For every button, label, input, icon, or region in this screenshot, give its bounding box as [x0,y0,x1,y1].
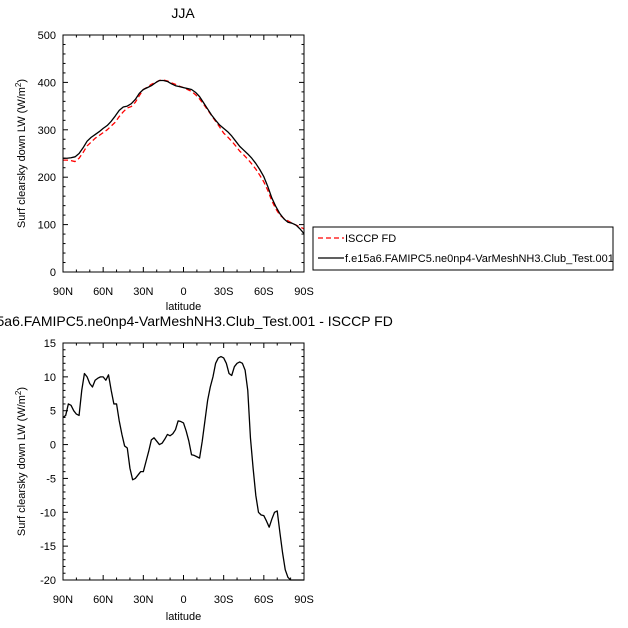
y-axis-label-text: Surf clearsky down LW (W/m [16,395,28,536]
y-tick-label: 200 [38,172,56,184]
y-axis-label: Surf clearsky down LW (W/m2) [14,387,28,536]
axis-ticks [62,342,305,581]
y-tick-label: 500 [38,30,56,42]
series-line-isccp [63,79,305,230]
y-axis-label-superscript: 2 [14,390,23,395]
x-axis-label: latitude [166,301,201,313]
y-tick-label: 10 [44,372,56,384]
y-tick-label: 15 [44,338,56,350]
y-axis-label: Surf clearsky down LW (W/m2) [14,79,28,228]
y-axis-label-close: ) [16,79,28,83]
chart-title: f.e15a6.FAMIPC5.ne0np4-VarMeshNH3.Club_T… [0,313,393,329]
y-tick-label: -20 [40,575,56,587]
chart-panel-bottom: f.e15a6.FAMIPC5.ne0np4-VarMeshNH3.Club_T… [0,313,393,623]
legend-box [312,226,614,271]
y-tick-label: 0 [50,267,56,279]
x-tick-label: 60N [93,594,113,606]
y-tick-label: 300 [38,125,56,137]
legend-label-model: f.e15a6.FAMIPC5.ne0np4-VarMeshNH3.Club_T… [345,253,614,265]
y-tick-label: 400 [38,77,56,89]
y-axis-label-text: Surf clearsky down LW (W/m [16,87,28,228]
x-tick-label: 60N [93,286,113,298]
y-tick-label: -15 [40,541,56,553]
y-tick-labels: -20 -15 -10 -5 0 5 10 15 [40,338,56,587]
legend: ISCCP FD f.e15a6.FAMIPC5.ne0np4-VarMeshN… [312,226,614,271]
x-tick-labels: 90N 60N 30N 0 30S 60S 90S [53,286,314,298]
x-tick-label: 90S [294,594,314,606]
plot-frame [62,34,305,273]
y-tick-labels: 0 100 200 300 400 500 [38,30,56,279]
legend-label-isccp: ISCCP FD [345,233,396,245]
x-tick-label: 90S [294,286,314,298]
chart-panel-top: JJA 0 100 200 300 400 500 90N 60N 30N 0 30S 60S 90S… [14,5,614,313]
y-tick-label: -5 [46,473,56,485]
x-tick-label: 30S [214,286,234,298]
x-tick-label: 90N [53,286,73,298]
x-tick-label: 60S [254,594,274,606]
y-tick-label: 5 [50,406,56,418]
x-axis-label: latitude [166,611,201,623]
y-tick-label: 100 [38,220,56,232]
x-tick-label: 30N [133,594,153,606]
x-tick-labels: 90N 60N 30N 0 30S 60S 90S [53,594,314,606]
x-tick-label: 0 [180,594,186,606]
series-line-model [63,79,305,235]
series-group [62,355,304,581]
y-tick-label: -10 [40,507,56,519]
x-tick-label: 60S [254,286,274,298]
y-axis-label-close: ) [16,387,28,391]
series-group [63,79,305,235]
y-tick-label: 0 [50,440,56,452]
x-tick-label: 90N [53,594,73,606]
chart-title: JJA [171,5,195,21]
x-tick-label: 30S [214,594,234,606]
x-tick-label: 30N [133,286,153,298]
axis-ticks [62,34,305,273]
x-tick-label: 0 [180,286,186,298]
y-axis-label-superscript: 2 [14,82,23,87]
plot-frame [62,342,305,581]
series-line-model [62,355,304,581]
